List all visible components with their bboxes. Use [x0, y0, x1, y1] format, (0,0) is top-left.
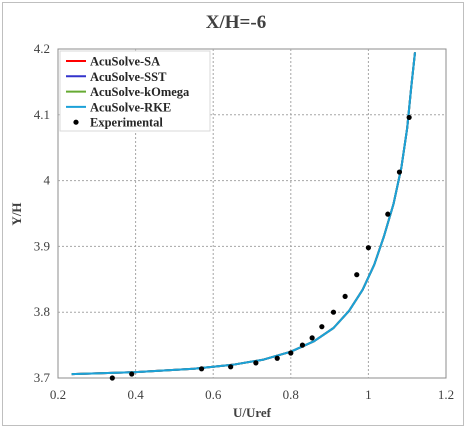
x-tick-label: 0.4 [127, 387, 144, 402]
data-point-experimental [288, 350, 294, 356]
data-point-experimental [385, 211, 391, 217]
data-point-experimental [274, 355, 280, 361]
legend: AcuSolve-SAAcuSolve-SSTAcuSolve-kOmegaAc… [59, 50, 211, 132]
data-point-experimental [319, 324, 325, 330]
x-tick-label: 1 [365, 387, 372, 402]
data-point-experimental [253, 360, 259, 366]
data-point-experimental [406, 114, 412, 121]
data-point-experimental [198, 366, 205, 372]
x-tick-label: 0.6 [205, 387, 222, 402]
series-line-acusolve-rke [71, 52, 416, 376]
y-tick-label: 4.1 [34, 107, 50, 122]
data-point-experimental [354, 272, 360, 278]
data-point-experimental [109, 375, 115, 381]
y-tick-labels: 3.7 3.8 3.9 4 4.1 4.2 [34, 41, 51, 385]
legend-label: AcuSolve-SA [90, 55, 160, 69]
x-tick-labels: 0.2 0.4 0.6 0.8 1 1.2 [50, 387, 454, 402]
x-axis-label: U/Uref [233, 405, 272, 420]
data-point-experimental [309, 335, 315, 341]
y-tick-label: 4.2 [34, 41, 50, 56]
y-tick-label: 4 [44, 173, 51, 188]
legend-label: AcuSolve-SST [90, 70, 167, 84]
data-point-experimental [396, 169, 403, 175]
data-point-experimental [228, 364, 234, 370]
series-layer [71, 52, 416, 381]
x-tick-label: 1.2 [438, 387, 454, 402]
chart-title: X/H=-6 [206, 12, 266, 33]
data-point-experimental [330, 309, 337, 315]
legend-label: AcuSolve-RKE [90, 100, 171, 114]
data-point-experimental [299, 342, 306, 348]
y-tick-label: 3.9 [34, 238, 50, 253]
y-axis-label: Y/H [9, 202, 24, 225]
data-point-experimental [129, 371, 135, 377]
legend-label: Experimental [90, 116, 163, 130]
legend-swatch [73, 119, 79, 125]
data-point-experimental [342, 293, 348, 300]
x-tick-label: 0.2 [50, 387, 66, 402]
y-tick-label: 3.8 [34, 304, 50, 319]
legend-box [59, 50, 211, 132]
data-point-experimental [365, 245, 371, 251]
x-tick-label: 0.8 [283, 387, 299, 402]
y-tick-label: 3.7 [34, 370, 51, 385]
legend-label: AcuSolve-kOmega [90, 85, 190, 99]
